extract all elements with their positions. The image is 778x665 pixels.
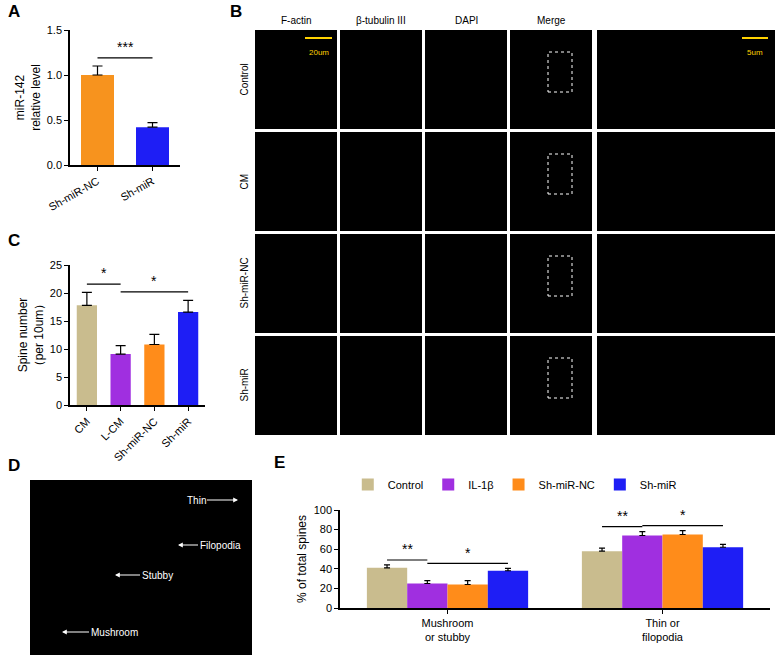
svg-text:1.0: 1.0 (47, 69, 62, 81)
svg-text:20: 20 (50, 287, 62, 299)
svg-text:*: * (151, 273, 157, 289)
svg-text:5: 5 (56, 371, 62, 383)
svg-text:L-CM: L-CM (98, 415, 125, 442)
svg-text:*: * (465, 545, 471, 561)
svg-text:Stubby: Stubby (142, 570, 173, 581)
svg-text:1.5: 1.5 (47, 24, 62, 36)
svg-text:*: * (680, 507, 686, 523)
svg-text:A: A (8, 2, 20, 21)
svg-text:15: 15 (50, 315, 62, 327)
svg-text:Sh-miR-NC: Sh-miR-NC (47, 175, 102, 214)
svg-text:20um: 20um (309, 48, 329, 57)
svg-text:10: 10 (50, 343, 62, 355)
svg-text:Sh-miR: Sh-miR (239, 368, 250, 401)
svg-text:Sh-miR-NC: Sh-miR-NC (239, 257, 250, 308)
svg-text:0.0: 0.0 (47, 159, 62, 171)
svg-text:80: 80 (320, 523, 332, 535)
svg-text:Mushroomor stubby: Mushroomor stubby (422, 617, 474, 643)
svg-text:Sh-miR-NC: Sh-miR-NC (111, 415, 159, 463)
svg-text:F-actin: F-actin (281, 15, 312, 26)
svg-text:Thin: Thin (187, 495, 206, 506)
svg-text:% of total spines: % of total spines (295, 515, 309, 603)
svg-text:20: 20 (320, 582, 332, 594)
svg-text:B: B (230, 2, 242, 21)
svg-text:**: ** (617, 508, 628, 524)
svg-text:D: D (8, 456, 20, 475)
svg-text:40: 40 (320, 563, 332, 575)
svg-text:25: 25 (50, 259, 62, 271)
svg-text:IL-1β: IL-1β (468, 479, 493, 491)
svg-text:Control: Control (239, 63, 250, 95)
svg-text:Sh-miR: Sh-miR (118, 175, 156, 204)
svg-text:0: 0 (56, 399, 62, 411)
svg-text:Spine number（per 10um）: Spine number（per 10um） (16, 298, 46, 373)
svg-text:*: * (101, 265, 107, 281)
svg-text:**: ** (402, 541, 413, 557)
svg-text:Thin orfilopodia: Thin orfilopodia (642, 617, 684, 643)
svg-text:60: 60 (320, 543, 332, 555)
svg-text:0.5: 0.5 (47, 114, 62, 126)
svg-text:5um: 5um (747, 48, 763, 57)
svg-text:Sh-miR: Sh-miR (159, 415, 193, 449)
svg-text:0: 0 (326, 602, 332, 614)
svg-text:DAPI: DAPI (455, 15, 478, 26)
svg-text:miR-142relative level: miR-142relative level (13, 64, 43, 131)
svg-text:100: 100 (314, 504, 332, 516)
svg-text:***: *** (117, 39, 134, 55)
svg-text:E: E (274, 453, 285, 472)
svg-text:β-tubulin III: β-tubulin III (356, 15, 406, 26)
svg-text:CM: CM (72, 415, 93, 436)
svg-text:Mushroom: Mushroom (91, 627, 138, 638)
svg-text:Sh-miR-NC: Sh-miR-NC (539, 479, 595, 491)
svg-text:C: C (8, 231, 20, 250)
svg-text:CM: CM (239, 174, 250, 190)
svg-text:Filopodia: Filopodia (200, 540, 241, 551)
svg-text:Control: Control (388, 479, 423, 491)
svg-text:Merge: Merge (537, 15, 566, 26)
svg-text:Sh-miR: Sh-miR (640, 479, 677, 491)
